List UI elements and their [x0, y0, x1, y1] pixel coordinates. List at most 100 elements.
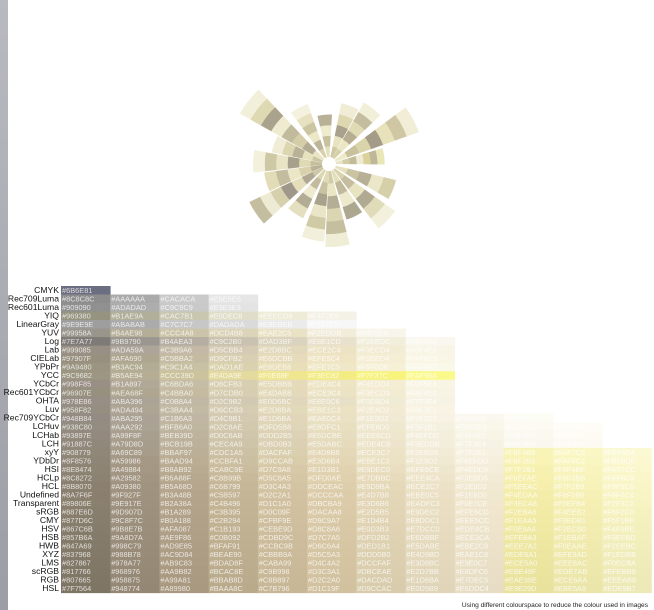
burst-ray-segment [287, 167, 302, 182]
swatch-hex-label: #DACAA8 [308, 508, 342, 517]
swatch-hex-label: #DDD0B0 [357, 550, 390, 559]
swatch-cell [159, 379, 209, 389]
swatch-cell [61, 294, 111, 304]
swatch-cell [61, 524, 111, 534]
burst-ray-segment [325, 231, 350, 247]
row-label: YUV [41, 328, 59, 338]
swatch-cell [159, 311, 209, 321]
swatch-hex-label: #D5C6A5 [259, 473, 291, 482]
swatch-cell [356, 524, 406, 534]
swatch-cell [208, 524, 259, 534]
swatch-cell [110, 558, 160, 568]
swatch-hex-label: #E4D9BD [406, 550, 439, 559]
swatch-hex-label: #DAD3BF [259, 337, 293, 346]
swatch-cell [553, 447, 603, 457]
swatch-cell [503, 447, 554, 457]
swatch-hex-label: #F1E9D3 [357, 414, 388, 423]
burst-ray-segment [309, 176, 322, 190]
swatch-cell [110, 524, 160, 534]
swatch-cell [405, 541, 455, 551]
swatch-cell [208, 567, 259, 577]
swatch-cell [208, 294, 259, 304]
swatch-hex-label: #AFA690 [111, 354, 141, 363]
swatch-cell [553, 439, 603, 449]
burst-ray-segment [298, 166, 313, 177]
swatch-hex-label: #A69C89 [111, 448, 142, 457]
swatch-cell [110, 507, 160, 517]
swatch-cell [602, 584, 652, 594]
swatch-cell [307, 354, 357, 364]
swatch-hex-label: #EFE8D0 [357, 422, 389, 431]
swatch-cell [208, 456, 259, 466]
swatch-cell [307, 422, 357, 432]
swatch-cell [61, 286, 111, 295]
swatch-cell [307, 413, 357, 423]
swatch-cell [159, 430, 209, 440]
swatch-hex-label: #E5DBBB [259, 380, 292, 389]
swatch-cell [454, 567, 505, 577]
burst-ray-segment [344, 144, 360, 158]
swatch-cell [257, 473, 308, 483]
swatch-hex-label: #F6F0B6 [554, 491, 584, 500]
swatch-hex-label: #E3D8BC [406, 559, 440, 568]
swatch-hex-label: #998F85 [62, 380, 91, 389]
swatch-cell [503, 516, 554, 525]
burst-ray-segment [264, 152, 278, 172]
swatch-cell [159, 541, 209, 551]
swatch-hex-label: #F3EFBD [603, 533, 635, 542]
swatch-hex-label: #97907F [62, 354, 92, 363]
swatch-hex-label: #D4C9B1 [210, 414, 242, 423]
swatch-hex-label: #D2C8AE [210, 422, 243, 431]
swatch-hex-label: #F4EFDD [406, 431, 439, 440]
swatch-hex-label: #E6DCBE [308, 431, 342, 440]
swatch-cell [454, 499, 505, 508]
swatch-cell [208, 320, 259, 329]
swatch-cell [159, 439, 209, 449]
swatch-hex-label: #8C8C8C [62, 295, 95, 304]
swatch-hex-label: #F2EAD2 [357, 405, 389, 414]
row-label: Luv [45, 404, 60, 414]
swatch-cell [61, 550, 111, 560]
swatch-cell [553, 524, 603, 534]
swatch-cell [159, 516, 209, 525]
swatch-hex-label: #A99A81 [160, 576, 190, 585]
swatch-cell [61, 379, 111, 389]
swatch-cell [110, 379, 160, 389]
swatch-hex-label: #F2EDDB [308, 329, 341, 338]
burst-ray-segment [295, 192, 313, 209]
swatch-cell [454, 430, 505, 440]
burst-ray-segment [317, 114, 333, 127]
swatch-cell [110, 354, 160, 364]
swatch-hex-label: #AFA087 [160, 525, 190, 534]
swatch-hex-label: #C7B796 [259, 584, 290, 593]
swatch-cell [356, 456, 406, 466]
swatch-hex-label: #EBE49F [505, 567, 537, 576]
swatch-hex-label: #D8C8A6 [308, 525, 340, 534]
burst-ray-segment [264, 170, 281, 192]
swatch-hex-label: #948774 [111, 584, 140, 593]
swatch-cell [257, 362, 308, 372]
swatch-cell [503, 499, 554, 508]
swatch-cell [208, 481, 259, 491]
swatch-cell [208, 345, 259, 355]
swatch-hex-label: #7F7564 [62, 584, 91, 593]
swatch-cell [602, 567, 652, 577]
swatch-hex-label: #9A8D7A [111, 533, 143, 542]
swatch-cell [159, 396, 209, 406]
swatch-hex-label: #E5D9BA [357, 482, 390, 491]
swatch-hex-label: #F0ECBA [603, 559, 636, 568]
swatch-hex-label: #C1B6A3 [160, 414, 192, 423]
swatch-hex-label: #D9C9A7 [308, 516, 340, 525]
swatch-cell [208, 533, 259, 542]
swatch-hex-label: #CAC7B1 [160, 312, 193, 321]
swatch-cell [307, 490, 357, 500]
swatch-hex-label: #9D907D [111, 508, 142, 517]
swatch-cell [110, 362, 160, 372]
swatch-cell [208, 464, 259, 474]
swatch-hex-label: #EAE2C5 [259, 329, 291, 338]
swatch-hex-label: #C6B799 [210, 482, 241, 491]
swatch-cell [257, 320, 308, 329]
swatch-cell [257, 337, 308, 347]
swatch-hex-label: #E4DA9E [210, 371, 243, 380]
burst-ray-segment [332, 148, 342, 160]
